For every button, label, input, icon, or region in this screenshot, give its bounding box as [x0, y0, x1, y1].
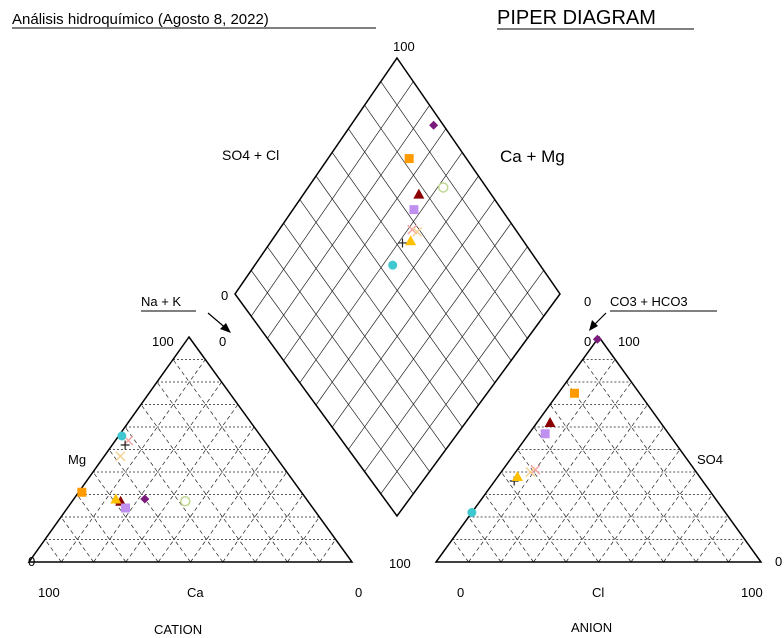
anion-gridline: [630, 471, 697, 563]
cation-anion-shared-100: 100: [389, 556, 411, 571]
chart-subtitle: Análisis hidroquímico (Agosto 8, 2022): [12, 11, 269, 28]
data-points: [77, 120, 602, 517]
cation-point: [115, 451, 126, 462]
diamond-gridline: [348, 222, 512, 450]
cation-name: CATION: [154, 622, 202, 637]
cation-gridline: [190, 449, 271, 563]
anion-tick-apex-left-top: 0: [584, 294, 591, 309]
cation-gridline: [287, 516, 320, 563]
diamond-point: [429, 120, 439, 130]
anion-gridline: [500, 381, 632, 563]
cation-gridline: [254, 494, 304, 563]
diamond-tick-top: 100: [393, 39, 415, 54]
anion-name: ANION: [571, 620, 612, 635]
anion-arrow-head: [589, 320, 598, 331]
diamond-point: [405, 235, 417, 246]
anion-point: [592, 334, 602, 344]
cation-axis-sum-label: Na + K: [141, 294, 181, 309]
diamond-point: [437, 182, 449, 193]
cation-tick-left-bottom: 0: [28, 554, 35, 569]
cation-axis-left-label: Mg: [68, 452, 86, 467]
cation-gridline: [60, 516, 94, 563]
cation-gridline: [222, 471, 288, 563]
diamond-gridline: [380, 270, 544, 495]
cation-point: [180, 496, 191, 507]
cation-tick-apex-left: 100: [152, 334, 174, 349]
anion-point: [570, 388, 579, 398]
cation-axis-bottom-label: Ca: [187, 585, 204, 600]
anion-gridline: [549, 404, 664, 563]
anion-gridline: [484, 494, 534, 563]
cation-gridline: [44, 539, 62, 563]
anion-gridline: [566, 381, 697, 563]
anion-triangle-outline: [434, 335, 763, 563]
cation-tick-bottom-right: 0: [355, 585, 362, 600]
anion-point: [511, 471, 523, 481]
cation-gridline: [172, 359, 320, 563]
cation-gridline: [319, 539, 336, 563]
anion-gridline: [468, 516, 502, 563]
anion-gridline: [663, 494, 713, 563]
diamond-label-camg: Ca + Mg: [500, 147, 565, 166]
cation-point: [140, 494, 150, 504]
anion-gridline: [728, 539, 746, 563]
anion-point: [467, 508, 477, 517]
diamond-outline: [234, 56, 561, 518]
cation-triangle-outline: [27, 335, 354, 563]
cation-arrow-head: [220, 323, 231, 333]
cation-tick-bottom-left: 100: [38, 585, 60, 600]
cation-gridline: [140, 404, 256, 563]
chart-title: PIPER DIAGRAM: [497, 7, 656, 29]
anion-tick-apex-right: 100: [618, 334, 640, 349]
diamond-tick-left: 0: [221, 288, 228, 303]
diamond-point: [412, 226, 423, 237]
diamond-point: [404, 154, 414, 164]
anion-gridline: [517, 449, 599, 563]
anion-gridline: [533, 404, 648, 563]
diamond-point: [409, 205, 419, 215]
cation-point: [77, 487, 87, 497]
anion-tick-bottom-right: 100: [741, 585, 763, 600]
anion-point: [540, 429, 550, 439]
cation-point: [117, 431, 127, 441]
cation-gridline: [156, 381, 288, 563]
cation-triangle-grid: [44, 359, 336, 563]
anion-tick-right-bottom: 0: [775, 554, 782, 569]
diamond-gridline: [364, 246, 528, 472]
cation-gridline: [93, 381, 222, 563]
anion-gridline: [598, 449, 681, 563]
diamond-point: [388, 260, 398, 270]
diamond-gridline: [348, 128, 512, 361]
anion-axis-right-label: SO4: [697, 452, 723, 467]
cation-gridline: [125, 404, 239, 563]
cation-point: [121, 503, 131, 513]
cation-gridline: [92, 471, 159, 563]
diamond-grid: [250, 81, 544, 495]
cation-point: [110, 493, 122, 504]
anion-gridline: [452, 539, 469, 563]
diamond-gridline: [315, 175, 479, 406]
diamond-gridline: [364, 104, 528, 339]
diamond-point: [407, 224, 418, 235]
anion-axis-sum-label: CO3 + HCO3: [610, 294, 688, 309]
cation-tick-apex-right: 0: [219, 334, 226, 349]
diamond-point: [413, 188, 425, 199]
diamond-point: [397, 238, 407, 248]
diamond-gridline: [380, 81, 544, 317]
anion-tick-apex-left: 0: [584, 334, 591, 349]
anion-point: [544, 417, 556, 427]
anion-point: [530, 464, 541, 475]
diamond-gridline: [331, 152, 496, 384]
cation-gridline: [108, 449, 191, 563]
anion-tick-bottom-left: 0: [457, 585, 464, 600]
anion-point: [525, 467, 536, 477]
anion-gridline: [500, 471, 567, 563]
cation-point: [120, 440, 130, 450]
diamond-label-so4cl: SO4 + Cl: [222, 147, 279, 163]
anion-axis-bottom-label: Cl: [592, 585, 604, 600]
anion-gridline: [695, 516, 729, 563]
diamond-gridline: [331, 199, 496, 428]
